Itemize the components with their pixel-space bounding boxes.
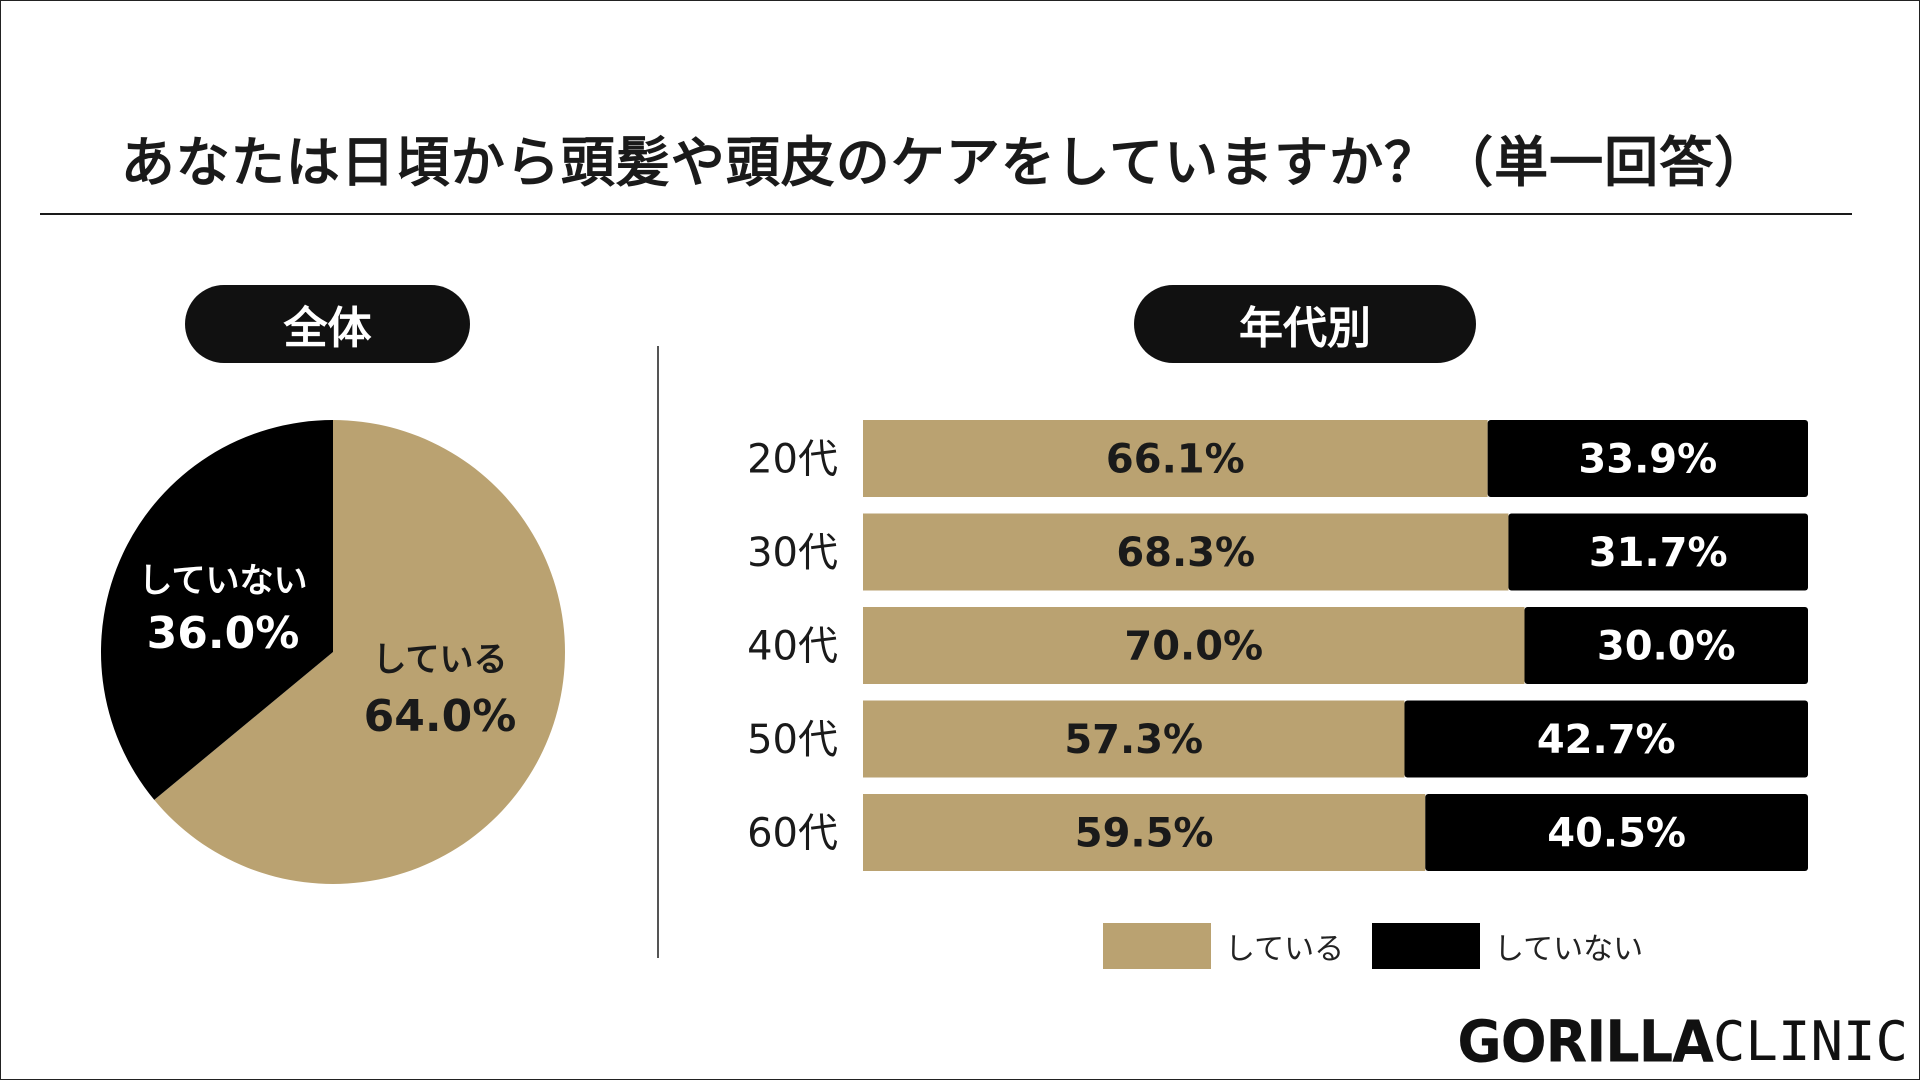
bar-segment-doing <box>863 794 1426 871</box>
stacked-bar-chart: 20代 66.1% 33.9% 30代 68.3% 31.7% 40代 70.0% 30.0% 5… <box>747 420 1808 871</box>
brand-logo: GORILLA CLINIC <box>1457 1007 1908 1075</box>
bar-value-label-doing: 57.3% <box>1064 717 1203 763</box>
logo-bold-text: GORILLA <box>1457 1007 1714 1076</box>
legend-label-doing: している <box>1225 932 1345 967</box>
bar-segment-not-doing <box>1425 794 1808 871</box>
pie-slice-doing <box>154 420 565 884</box>
legend-swatch-doing <box>1103 923 1211 969</box>
bar-value-label-doing: 68.3% <box>1116 530 1255 576</box>
bar-category-label: 60代 <box>747 811 838 857</box>
pie-label-category-doing: している <box>373 640 508 680</box>
bar-category-label: 40代 <box>747 624 838 670</box>
bar-segment-not-doing <box>1508 513 1808 591</box>
legend-item-doing: している <box>1103 922 1344 970</box>
pie-chart: している 64.0% していない 36.0% <box>100 420 565 884</box>
pie-slice-not-doing <box>100 420 334 800</box>
bar-value-label-not-doing: 42.7% <box>1537 717 1676 763</box>
logo-light-text: CLINIC <box>1712 1010 1908 1073</box>
legend-item-not-doing: していない <box>1372 922 1643 970</box>
pie-label-value-not-doing: 36.0% <box>147 608 300 659</box>
bar-segment-doing <box>863 607 1525 684</box>
title-underline <box>40 213 1852 215</box>
bar-value-label-not-doing: 31.7% <box>1589 530 1728 576</box>
pie-label-value-doing: 64.0% <box>364 691 517 742</box>
chart-title: あなたは日頃から頭髪や頭皮のケアをしていますか？（単一回答） <box>120 131 1770 194</box>
section-label-by-age: 年代別 <box>1134 285 1476 363</box>
bar-value-label-not-doing: 40.5% <box>1547 811 1686 857</box>
legend-label-not-doing: していない <box>1494 932 1644 967</box>
bar-category-label: 20代 <box>747 437 838 483</box>
legend-swatch-not-doing <box>1372 923 1480 969</box>
bar-segment-not-doing <box>1487 420 1808 497</box>
section-label-overall: 全体 <box>185 285 470 363</box>
bar-segment-not-doing <box>1404 700 1808 778</box>
bar-value-label-doing: 70.0% <box>1124 624 1263 670</box>
bar-segment-doing <box>863 513 1509 591</box>
bar-category-label: 50代 <box>747 717 838 763</box>
bar-segment-not-doing <box>1524 607 1808 684</box>
bar-value-label-not-doing: 30.0% <box>1597 624 1736 670</box>
bar-value-label-doing: 66.1% <box>1106 437 1245 483</box>
section-divider <box>657 346 659 958</box>
bar-value-label-not-doing: 33.9% <box>1578 437 1717 483</box>
bar-value-label-doing: 59.5% <box>1075 811 1214 857</box>
bar-category-label: 30代 <box>747 530 838 576</box>
pie-label-category-not-doing: していない <box>139 561 308 601</box>
bar-segment-doing <box>863 420 1488 497</box>
bar-segment-doing <box>863 700 1405 778</box>
